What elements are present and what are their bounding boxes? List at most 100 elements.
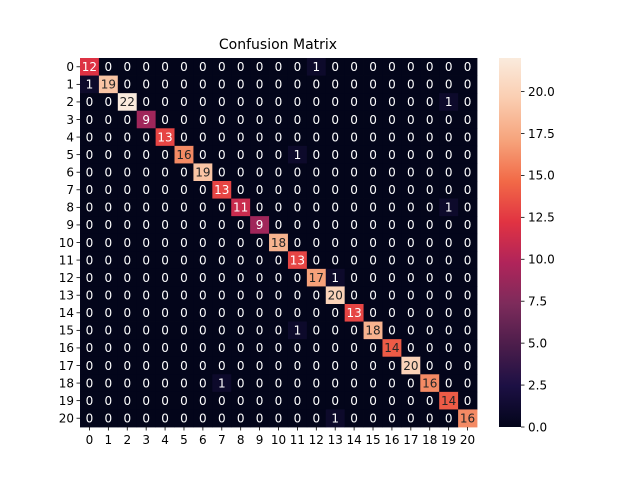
heatmap-cell [325,268,346,287]
heatmap-cell [344,110,364,129]
heatmap-cell [363,251,383,270]
cell-value-label: 0 [123,78,131,92]
cell-value-label: 0 [407,95,415,109]
heatmap-cell [382,321,402,340]
heatmap-cell [193,216,213,235]
cell-value-label: 0 [312,412,320,426]
heatmap-cell [287,321,308,340]
heatmap-cell [80,268,100,287]
cell-value-label: 0 [218,306,226,320]
cell-value-label: 0 [275,218,283,232]
cell-value-label: 0 [199,201,207,215]
heatmap-cell [250,391,270,410]
cell-value-label: 0 [331,113,339,127]
heatmap-cell [439,321,459,340]
cell-value-label: 0 [407,324,415,338]
heatmap-cell [231,286,251,305]
y-tick-label: 11 [59,253,74,267]
cell-value-label: 0 [369,218,377,232]
cell-value-label: 0 [142,412,150,426]
heatmap-cell [212,110,232,129]
cell-value-label: 0 [142,130,150,144]
cell-value-label: 0 [464,148,472,162]
heatmap-cell [80,128,100,147]
cell-value-label: 0 [350,201,358,215]
cell-value-label: 0 [331,324,339,338]
cell-value-label: 0 [256,95,264,109]
cell-value-label: 0 [105,341,113,355]
cell-value-label: 0 [142,306,150,320]
cell-value-label: 0 [180,130,188,144]
heatmap-cell [325,181,346,199]
cell-value-label: 0 [275,394,283,408]
heatmap-cell [136,198,157,217]
heatmap-cell [250,356,270,375]
cell-value-label: 0 [294,306,302,320]
cell-value-label: 0 [275,271,283,285]
cell-value-label: 0 [407,113,415,127]
heatmap-cell [287,110,308,129]
heatmap-cell [344,251,364,270]
cell-value-label: 0 [180,78,188,92]
heatmap-cell [420,198,440,217]
heatmap-cell [363,321,383,340]
heatmap-cell [287,251,308,270]
cell-value-label: 0 [161,271,169,285]
cell-value-label: 0 [86,236,94,250]
heatmap-cell [212,286,232,305]
heatmap-cell [250,58,270,76]
cell-value-label: 0 [105,253,113,267]
heatmap-cell [98,110,119,129]
heatmap-cell [117,58,138,76]
cell-value-label: 0 [161,95,169,109]
heatmap-cell [80,181,100,199]
heatmap-cell [420,216,440,235]
cell-value-label: 0 [86,130,94,144]
cell-value-label: 0 [388,306,396,320]
cell-value-label: 0 [180,412,188,426]
cell-value-label: 0 [331,218,339,232]
cell-value-label: 0 [180,60,188,74]
cell-value-label: 0 [369,236,377,250]
heatmap-cell [80,409,100,428]
cell-value-label: 0 [142,341,150,355]
cell-value-label: 0 [123,166,131,180]
colorbar-gradient [499,58,521,427]
cell-value-label: 0 [256,78,264,92]
x-tick-label: 15 [365,433,380,447]
cell-value-label: 16 [422,376,437,390]
heatmap-cell [420,233,440,252]
heatmap-cell [136,304,157,322]
cell-value-label: 0 [369,113,377,127]
heatmap-cell [117,251,138,270]
cell-value-label: 0 [426,289,434,303]
heatmap-cell [269,216,289,235]
cell-value-label: 0 [426,218,434,232]
heatmap-cell [117,321,138,340]
cell-value-label: 0 [218,253,226,267]
cell-value-label: 0 [350,148,358,162]
cell-value-label: 0 [256,201,264,215]
cell-value-label: 1 [445,201,453,215]
cell-value-label: 0 [218,78,226,92]
heatmap-cell [250,216,270,235]
cell-value-label: 0 [237,113,245,127]
cell-value-label: 0 [464,271,472,285]
cell-value-label: 0 [161,218,169,232]
cell-value-label: 0 [123,359,131,373]
heatmap-cell [306,93,327,112]
cell-value-label: 0 [123,253,131,267]
cell-value-label: 0 [369,376,377,390]
cell-value-label: 0 [464,78,472,92]
cell-value-label: 0 [275,148,283,162]
cell-value-label: 0 [369,78,377,92]
cell-value-label: 0 [445,253,453,267]
heatmap-cell [363,110,383,129]
cell-value-label: 0 [218,95,226,109]
heatmap-cell [401,216,421,235]
heatmap-cell [344,93,364,112]
heatmap-cell [306,233,327,252]
cell-value-label: 0 [445,113,453,127]
cell-value-label: 0 [388,148,396,162]
cell-value-label: 0 [312,148,320,162]
